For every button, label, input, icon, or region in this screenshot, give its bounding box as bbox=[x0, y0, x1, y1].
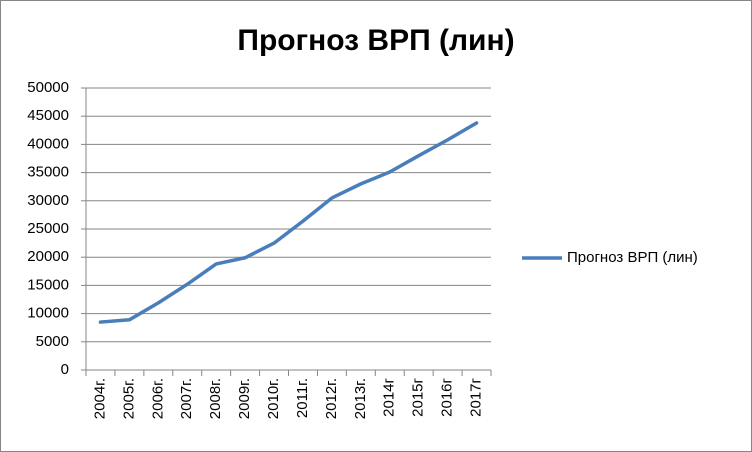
y-tick-label: 30000 bbox=[27, 192, 69, 209]
y-tick-label: 5000 bbox=[36, 333, 69, 350]
x-tick-label: 2005г. bbox=[120, 378, 137, 419]
y-tick-label: 10000 bbox=[27, 305, 69, 322]
y-tick-label: 35000 bbox=[27, 164, 69, 181]
x-tick-label: 2007г. bbox=[178, 378, 195, 419]
chart-title: Прогноз ВРП (лин) bbox=[237, 24, 514, 57]
x-tick-label: 2013г. bbox=[352, 378, 369, 419]
y-tick-label: 45000 bbox=[27, 107, 69, 124]
y-tick-label: 25000 bbox=[27, 220, 69, 237]
x-tick-label: 2008г. bbox=[207, 378, 224, 419]
x-tick-label: 2012г. bbox=[323, 378, 340, 419]
x-tick-label: 2015г bbox=[410, 377, 427, 416]
x-tick-label: 2011г. bbox=[294, 378, 311, 418]
legend-label: Прогноз ВРП (лин) bbox=[567, 249, 698, 266]
x-tick-label: 2017г bbox=[468, 377, 485, 416]
y-tick-label: 40000 bbox=[27, 135, 69, 152]
y-tick-label: 15000 bbox=[27, 276, 69, 293]
x-tick-label: 2014г bbox=[381, 377, 398, 416]
y-tick-label: 0 bbox=[61, 361, 69, 378]
y-tick-label: 50000 bbox=[27, 79, 69, 96]
x-tick-label: 2009г. bbox=[236, 378, 253, 419]
x-tick-label: 2004г. bbox=[91, 378, 108, 419]
line-series bbox=[98, 121, 479, 324]
x-tick-label: 2016г bbox=[439, 377, 456, 416]
x-tick-label: 2010г. bbox=[265, 378, 282, 419]
y-tick-label: 20000 bbox=[27, 248, 69, 265]
x-tick-label: 2006г. bbox=[149, 378, 166, 419]
